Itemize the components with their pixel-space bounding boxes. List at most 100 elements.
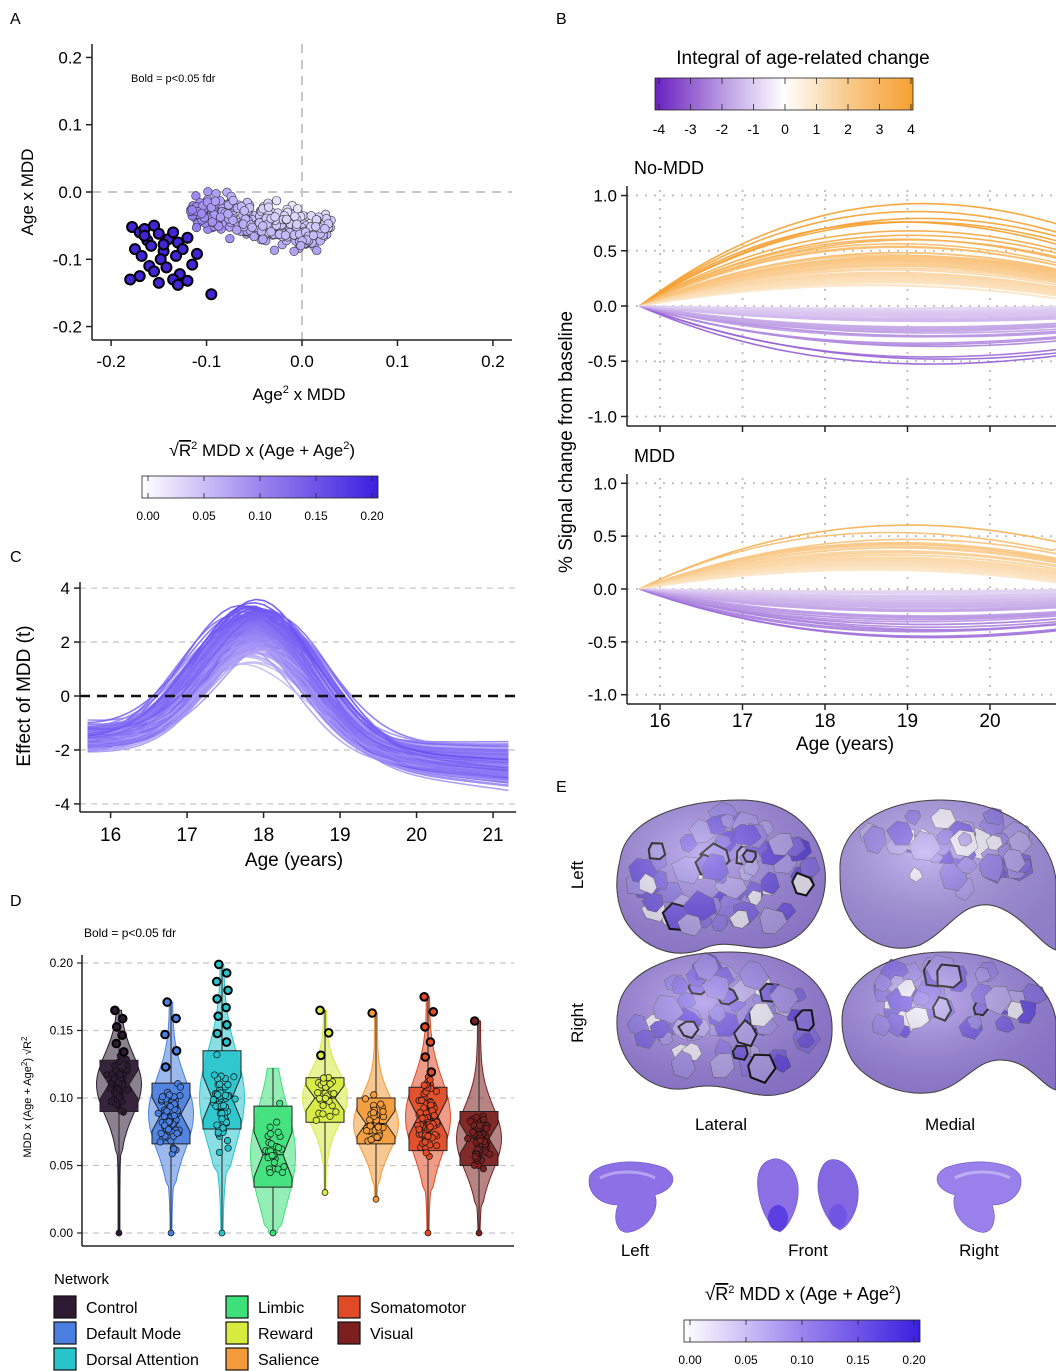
d-point — [476, 1137, 484, 1145]
e-subcortical-label-front: Front — [788, 1241, 828, 1260]
panel-b-lines: Integral of age-related change -4 -3 -2 -1 0… — [556, 48, 1056, 755]
b-colorbar-tick-label: -1 — [747, 121, 760, 137]
b-line-no-mdd — [639, 305, 1056, 321]
a-point-significant — [152, 276, 165, 289]
d-point — [266, 1123, 274, 1131]
e-row-label-right: Right — [568, 1003, 587, 1043]
c-y-tick-label: -4 — [55, 795, 70, 814]
b-line-mdd — [639, 560, 1056, 590]
panel-a-scatter: -0.2 -0.1 0.0 0.1 0.2 -0.2 -0.1 0.0 0.1 0.2 Bold … — [18, 44, 512, 523]
b-line-mdd — [639, 545, 1056, 590]
panel-c-lines: 420-2-416 17 18 19 20 21 Age (years) Effect o… — [14, 579, 516, 871]
a-point — [293, 204, 303, 214]
d-point — [426, 1123, 434, 1131]
b-y-tick-label: 1.0 — [593, 187, 617, 206]
b-line-mdd — [639, 588, 1056, 632]
d-point-significant — [111, 1038, 122, 1049]
b-line-no-mdd — [639, 280, 1056, 307]
d-point — [433, 1142, 441, 1150]
d-point — [112, 1066, 120, 1074]
d-point — [274, 1128, 282, 1136]
d-point-significant — [117, 1030, 127, 1040]
b-colorbar-tick-label: 3 — [876, 121, 884, 137]
c-y-tick-label: 0 — [61, 687, 70, 706]
b-x-tick-label: 17 — [732, 711, 753, 732]
a-colorbar-tick-label: 0.05 — [192, 509, 216, 523]
d-legend-label: Somatomotor — [370, 1300, 467, 1317]
d-point — [210, 1071, 219, 1079]
e-colorbar-tick-label: 0.15 — [846, 1353, 870, 1367]
a-x-tick-label: 0.1 — [386, 352, 410, 371]
d-legend-item: Control — [53, 1295, 138, 1319]
a-point — [270, 212, 280, 222]
d-point — [218, 1229, 226, 1237]
d-violin-limbic — [249, 1067, 297, 1237]
a-point — [280, 230, 291, 240]
d-point — [266, 1169, 274, 1177]
d-point — [432, 1087, 440, 1095]
d-violin-dorsal-attention — [198, 959, 246, 1237]
a-point — [289, 246, 299, 256]
d-y-tick-label: 0.05 — [50, 1159, 74, 1173]
b-line-mdd — [639, 588, 1056, 606]
b-colorbar-tick-label: 0 — [781, 121, 789, 137]
b-colorbar-title: Integral of age-related change — [676, 48, 930, 69]
d-point — [319, 1074, 328, 1082]
a-point-significant — [154, 253, 167, 266]
d-point — [377, 1100, 385, 1108]
a-point — [292, 219, 302, 229]
b-line-no-mdd — [639, 305, 1056, 365]
a-point — [228, 215, 238, 225]
d-point-significant — [171, 1046, 182, 1056]
d-point — [220, 1102, 228, 1110]
e-subcortical-label-left: Left — [621, 1241, 650, 1260]
b-line-no-mdd — [638, 210, 1056, 307]
a-y-tick-label: -0.2 — [53, 318, 82, 337]
a-x-tick-label: -0.1 — [192, 352, 221, 371]
d-point — [270, 1158, 278, 1167]
b-line-mdd — [639, 554, 1056, 590]
d-legend-item: Visual — [337, 1321, 413, 1345]
a-point-significant — [148, 265, 161, 278]
a-colorbar-ticks: 0.00 0.05 0.10 0.15 0.20 — [136, 476, 384, 523]
d-point — [116, 1070, 124, 1079]
d-point — [114, 1079, 122, 1087]
a-point-significant — [124, 273, 137, 286]
a-point-significant — [138, 229, 151, 242]
b-line-no-mdd — [639, 305, 1056, 360]
d-point — [214, 1128, 222, 1136]
b-colorbar-tick-label: -4 — [653, 121, 666, 137]
a-point-significant — [181, 274, 194, 287]
b-line-no-mdd — [639, 305, 1056, 338]
b-line-no-mdd — [639, 255, 1056, 307]
e-subcortical-right — [936, 1161, 1022, 1233]
a-point — [249, 231, 259, 242]
a-point — [258, 234, 268, 244]
d-point — [117, 1107, 125, 1115]
d-point — [103, 1071, 111, 1079]
d-legend-swatch — [225, 1347, 249, 1371]
d-point — [231, 1095, 239, 1103]
a-y-tick-label: -0.1 — [53, 250, 82, 269]
b-line-no-mdd — [639, 230, 1056, 307]
d-point — [314, 1089, 322, 1097]
d-point-significant — [160, 1062, 171, 1072]
d-point-significant — [316, 1050, 326, 1061]
b-line-mdd — [639, 588, 1056, 611]
a-x-axis-label: Age2 x MDD — [252, 384, 345, 404]
a-point — [203, 187, 213, 197]
d-point — [209, 1096, 217, 1104]
b-line-no-mdd — [639, 275, 1056, 307]
d-point-significant — [211, 976, 222, 987]
e-subcortical-front — [757, 1158, 859, 1233]
d-point — [158, 1093, 167, 1101]
d-point — [107, 1097, 115, 1106]
d-axes: 0.00 0.05 0.10 0.15 0.20 — [50, 955, 514, 1247]
c-x-tick-label: 21 — [482, 825, 503, 846]
panel-label-e: E — [556, 779, 567, 796]
d-point-significant — [162, 997, 172, 1007]
a-points — [124, 187, 336, 301]
d-point — [274, 1144, 283, 1152]
d-point — [224, 1081, 232, 1089]
